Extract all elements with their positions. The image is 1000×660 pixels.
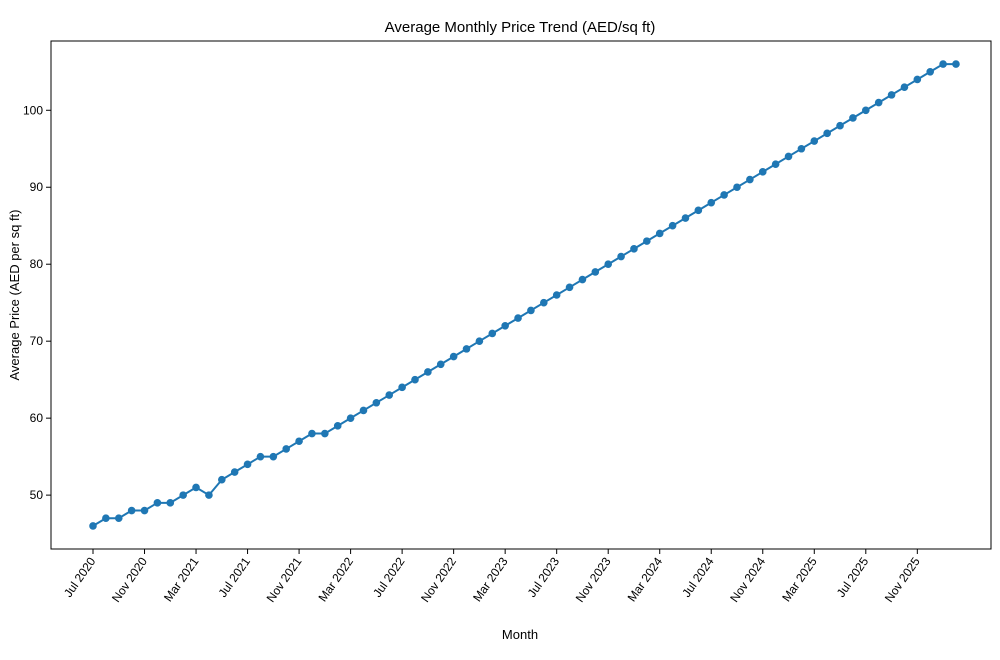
data-point <box>617 252 625 261</box>
data-point <box>681 214 690 222</box>
y-tick-label: 90 <box>30 180 44 194</box>
data-point <box>256 452 265 461</box>
x-tick-label: Nov 2025 <box>882 554 923 604</box>
y-tick-label: 70 <box>30 334 44 348</box>
y-axis-label: Average Price (AED per sq ft) <box>7 210 22 381</box>
data-point <box>436 360 445 369</box>
plot-area <box>50 40 992 550</box>
data-point <box>540 298 548 307</box>
data-point <box>346 414 355 422</box>
data-point <box>321 429 329 438</box>
data-point <box>578 275 587 284</box>
data-point <box>874 98 883 107</box>
series-markers <box>89 60 960 530</box>
x-tick-label: Jul 2023 <box>525 554 563 599</box>
data-point <box>643 237 651 245</box>
data-point <box>733 183 741 192</box>
data-point <box>192 483 200 492</box>
data-point <box>295 437 303 446</box>
data-point <box>746 175 754 184</box>
data-point <box>333 422 342 430</box>
data-point <box>372 398 381 407</box>
y-tick-label: 100 <box>23 103 43 117</box>
x-tick-label: Jul 2022 <box>370 554 408 599</box>
data-point <box>720 191 728 199</box>
data-point <box>836 121 844 130</box>
data-point <box>411 375 419 384</box>
y-tick-label: 60 <box>30 411 44 425</box>
data-point <box>114 514 123 523</box>
x-axis-label: Month <box>502 627 538 642</box>
data-point <box>179 491 187 499</box>
data-point <box>939 60 947 68</box>
x-tick-label: Nov 2020 <box>109 554 150 604</box>
x-tick-label: Jul 2020 <box>61 554 99 599</box>
data-point <box>810 137 819 145</box>
data-point <box>604 260 612 269</box>
data-point <box>862 106 870 115</box>
data-point <box>424 368 432 376</box>
data-point <box>797 144 806 153</box>
data-point <box>913 75 922 84</box>
data-point <box>900 83 909 91</box>
y-tick-label: 50 <box>30 488 44 502</box>
data-point <box>153 499 162 507</box>
data-point <box>308 429 316 438</box>
x-tick-label: Nov 2022 <box>418 554 459 604</box>
data-point <box>887 91 896 99</box>
x-tick-label: Mar 2021 <box>161 554 202 604</box>
data-point <box>166 499 175 507</box>
data-point <box>501 321 509 330</box>
data-point <box>488 329 497 338</box>
data-point <box>205 491 213 499</box>
data-point <box>89 522 97 530</box>
data-point <box>771 160 780 168</box>
x-tick-label: Mar 2025 <box>779 554 820 604</box>
x-tick-label: Jul 2021 <box>216 554 254 599</box>
data-point <box>449 352 458 361</box>
data-point <box>952 60 960 68</box>
data-point <box>707 198 716 207</box>
x-tick-label: Nov 2024 <box>727 554 768 604</box>
data-point <box>784 152 793 161</box>
data-point <box>514 314 522 322</box>
data-point <box>218 475 226 484</box>
data-point <box>127 506 136 515</box>
data-point <box>269 452 278 461</box>
data-point <box>475 337 484 345</box>
x-tick-label: Mar 2022 <box>316 554 357 604</box>
data-point <box>655 229 664 238</box>
data-point <box>591 268 600 276</box>
data-point <box>527 306 535 315</box>
x-tick-label: Jul 2024 <box>679 554 717 599</box>
data-point <box>694 206 703 215</box>
data-point <box>565 283 574 292</box>
data-point <box>230 468 239 476</box>
data-point <box>282 445 291 453</box>
x-tick-label: Jul 2025 <box>834 554 872 599</box>
x-tick-label: Nov 2023 <box>573 554 614 604</box>
data-point <box>849 114 857 122</box>
data-point <box>385 391 394 399</box>
y-axis: 50 60 70 80 90 100 <box>23 103 51 502</box>
x-tick-label: Mar 2024 <box>625 554 666 604</box>
data-point <box>552 291 561 299</box>
chart-title: Average Monthly Price Trend (AED/sq ft) <box>385 19 656 36</box>
data-point <box>668 221 677 230</box>
y-tick-label: 80 <box>30 257 44 271</box>
data-point <box>140 506 149 515</box>
data-point <box>758 168 767 176</box>
data-point <box>398 383 406 392</box>
data-point <box>243 460 252 469</box>
data-point <box>823 129 831 138</box>
x-tick-label: Nov 2021 <box>264 554 305 604</box>
data-point <box>359 406 368 415</box>
x-axis: Jul 2020 Nov 2020 Mar 2021 Jul 2021 Nov 2021… <box>61 549 923 605</box>
data-point <box>102 514 110 523</box>
data-point <box>462 345 471 353</box>
data-point <box>630 245 638 253</box>
data-point <box>926 67 934 76</box>
x-tick-label: Mar 2023 <box>470 554 511 604</box>
